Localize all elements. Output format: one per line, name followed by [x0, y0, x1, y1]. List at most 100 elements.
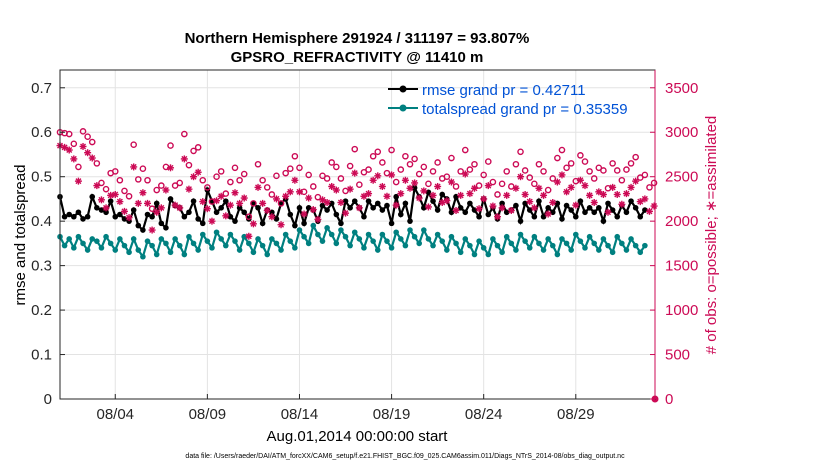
asterisk-stroke — [259, 200, 266, 207]
asterisk-stroke — [190, 173, 197, 180]
assimilated-obs-point — [374, 172, 382, 180]
asterisk-stroke — [457, 192, 464, 199]
possible-obs-point — [121, 187, 128, 195]
asterisk-stroke — [337, 199, 344, 206]
totalspread-point — [393, 229, 399, 236]
possible-obs-point — [250, 200, 257, 207]
rmse-point — [338, 220, 344, 227]
rmse-point — [517, 218, 524, 224]
assimilated-obs-point — [300, 210, 308, 218]
assimilated-obs-point — [130, 163, 138, 171]
totalspread-point — [213, 229, 220, 236]
asterisk-stroke — [522, 191, 529, 198]
asterisk-stroke — [535, 185, 542, 192]
totalspread-point — [619, 240, 625, 247]
rmse-point — [222, 198, 229, 204]
assimilated-obs-point — [572, 201, 580, 209]
assimilated-obs-point — [222, 212, 230, 220]
assimilated-obs-point — [351, 169, 359, 177]
totalspread-point — [522, 238, 528, 244]
rmse-point — [112, 213, 119, 220]
rmse-point — [462, 209, 469, 216]
totalspread-point — [305, 240, 312, 247]
assimilated-obs-point — [70, 155, 78, 163]
possible-obs-point — [572, 177, 580, 185]
assimilated-obs-point — [549, 198, 557, 206]
asterisk-stroke — [420, 187, 427, 194]
possible-obs-point — [263, 184, 271, 191]
asterisk-stroke — [434, 183, 441, 190]
assimilated-obs-point — [236, 199, 244, 207]
rmse-point — [596, 205, 602, 211]
totalspread-point — [236, 247, 243, 253]
possible-obs-point — [102, 185, 110, 193]
possible-obs-point — [563, 164, 570, 172]
asterisk-stroke — [397, 190, 404, 197]
asterisk-stroke — [278, 221, 285, 228]
totalspread-point — [338, 227, 344, 233]
legend: rmse grand pr = 0.42711 totalspread gran… — [388, 82, 628, 118]
asterisk-stroke — [245, 233, 252, 240]
assimilated-obs-point — [609, 183, 617, 191]
legend-spread-marker — [399, 104, 407, 112]
possible-obs-point — [461, 146, 469, 154]
possible-obs-point — [88, 138, 96, 146]
assimilated-obs-point — [365, 190, 373, 198]
asterisk-stroke — [558, 171, 565, 178]
rmse-point — [600, 218, 607, 224]
assimilated-obs-point — [213, 197, 221, 205]
rmse-point — [421, 205, 427, 211]
totalspread-point — [301, 233, 307, 240]
totalspread-point — [536, 240, 542, 247]
rmse-point — [568, 207, 574, 213]
assimilated-obs-point — [332, 186, 340, 194]
assimilated-obs-point — [337, 198, 345, 206]
possible-obs-point — [411, 155, 418, 163]
totalspread-point — [94, 238, 100, 244]
totalspread-point — [167, 249, 174, 256]
possible-obs-point — [636, 174, 644, 181]
totalspread-point — [586, 233, 593, 240]
possible-obs-point — [397, 166, 405, 173]
totalspread-point — [130, 236, 137, 242]
rmse-point — [227, 213, 234, 220]
asterisk-stroke — [255, 184, 262, 191]
assimilated-obs-point — [194, 168, 202, 176]
assimilated-obs-point — [576, 176, 584, 184]
possible-obs-point — [434, 159, 441, 166]
x-tick-label: 08/29 — [557, 406, 595, 423]
assimilated-obs-point — [157, 204, 165, 212]
totalspread-point — [149, 242, 155, 249]
totalspread-point — [351, 229, 358, 236]
totalspread-point — [135, 247, 142, 253]
possible-obs-point — [346, 162, 354, 170]
assimilated-obs-point — [613, 190, 621, 198]
axes: 08/04 08/09 08/14 08/19 08/24 08/29 0 0.1 0.2 0.3… — [31, 70, 698, 423]
y-tick-label: 0.4 — [31, 213, 52, 230]
rmse-point — [637, 213, 644, 220]
assimilated-obs-point — [263, 206, 271, 214]
assimilated-obs-point — [641, 195, 649, 203]
rmse-point — [388, 220, 395, 227]
totalspread-point — [430, 242, 436, 249]
asterisk-stroke — [204, 205, 211, 212]
asterisk-stroke — [236, 200, 243, 207]
rmse-point — [241, 209, 248, 216]
asterisk-stroke — [466, 190, 473, 197]
assimilated-obs-point — [429, 191, 437, 199]
asterisk-stroke — [333, 187, 340, 194]
assimilated-obs-point — [97, 196, 105, 204]
assimilated-obs-point — [544, 210, 552, 218]
possible-obs-point — [581, 158, 589, 165]
asterisk-stroke — [126, 214, 133, 221]
asterisk-stroke — [162, 187, 169, 194]
asterisk-stroke — [582, 182, 588, 189]
totalspread-point — [126, 249, 132, 256]
totalspread-point — [545, 236, 551, 242]
assimilated-obs-point — [622, 190, 630, 198]
asterisk-stroke — [605, 209, 612, 216]
possible-obs-point — [623, 166, 630, 173]
rmse-point — [71, 213, 77, 220]
asterisk-stroke — [471, 185, 478, 192]
asterisk-stroke — [480, 195, 487, 202]
